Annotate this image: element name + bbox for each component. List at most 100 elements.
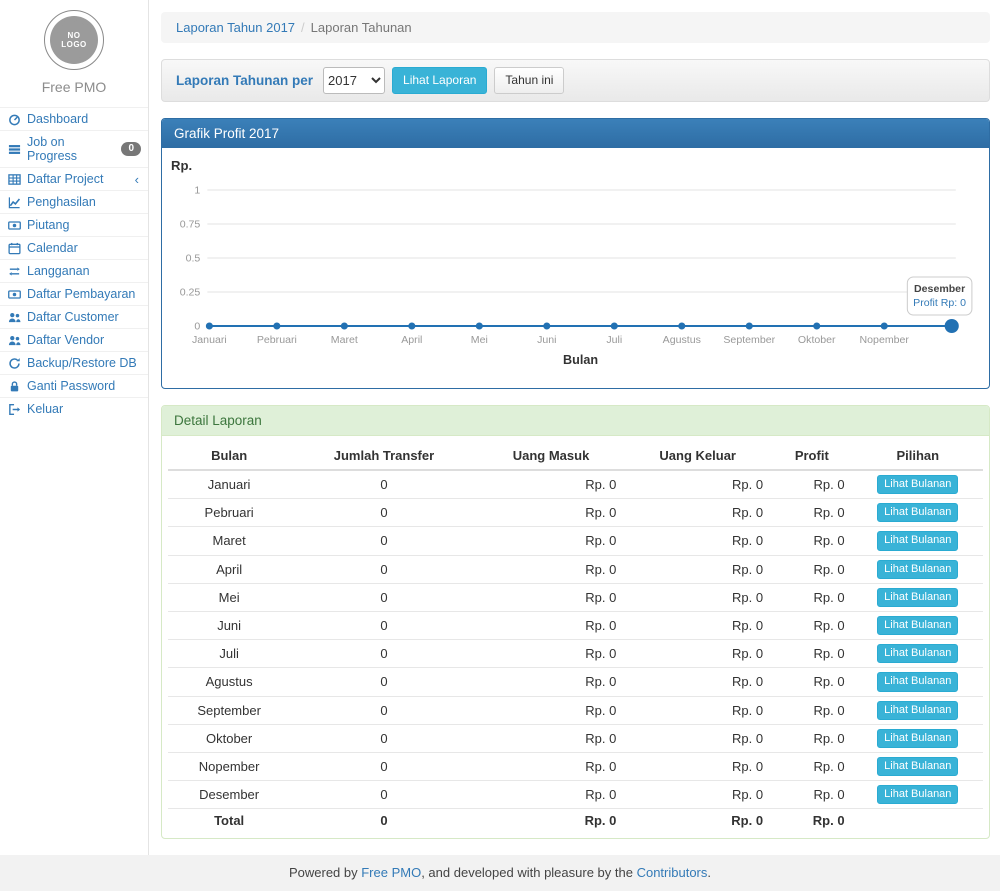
users-icon	[7, 333, 21, 347]
lock-icon	[7, 379, 21, 393]
lihat-bulanan-button[interactable]: Lihat Bulanan	[877, 560, 958, 579]
retweet-icon	[7, 264, 21, 278]
cell-uang-keluar: Rp. 0	[624, 583, 771, 611]
cell-pilihan: Lihat Bulanan	[853, 696, 983, 724]
job-count-badge: 0	[121, 142, 141, 156]
cell-jumlah-transfer: 0	[290, 527, 477, 555]
cell-pilihan: Lihat Bulanan	[853, 499, 983, 527]
cell-profit: Rp. 0	[771, 668, 853, 696]
sidebar-item-calendar[interactable]: Calendar	[0, 237, 148, 259]
cell-bulan: Desember	[168, 781, 290, 809]
lihat-bulanan-button[interactable]: Lihat Bulanan	[877, 475, 958, 494]
main-content: Laporan Tahun 2017/Laporan Tahunan Lapor…	[149, 0, 1000, 855]
cell-uang-keluar: Rp. 0	[624, 470, 771, 499]
sidebar-item-job-on-progress[interactable]: Job on Progress 0	[0, 131, 148, 167]
cell-bulan: Oktober	[168, 724, 290, 752]
brand-name: Free PMO	[0, 79, 148, 95]
sidebar-item-langganan[interactable]: Langganan	[0, 260, 148, 282]
lihat-bulanan-button[interactable]: Lihat Bulanan	[877, 785, 958, 804]
lihat-bulanan-button[interactable]: Lihat Bulanan	[877, 701, 958, 720]
sidebar-item-label: Backup/Restore DB	[27, 356, 137, 370]
svg-text:Pebruari: Pebruari	[257, 334, 297, 346]
cell-profit: Rp. 0	[771, 781, 853, 809]
line-chart-icon	[7, 195, 21, 209]
sidebar-item-label: Calendar	[27, 241, 78, 255]
table-row: Juni0Rp. 0Rp. 0Rp. 0Lihat Bulanan	[168, 611, 983, 639]
no-logo-seal: NO LOGO	[50, 16, 98, 64]
cell-jumlah-transfer: 0	[290, 470, 477, 499]
sidebar-item-daftar-vendor[interactable]: Daftar Vendor	[0, 329, 148, 351]
cell-uang-masuk: Rp. 0	[478, 470, 625, 499]
profit-chart[interactable]: Rp.10.750.50.250JanuariPebruariMaretApri…	[167, 153, 984, 383]
svg-text:Profit Rp: 0: Profit Rp: 0	[913, 297, 966, 309]
lihat-bulanan-button[interactable]: Lihat Bulanan	[877, 672, 958, 691]
cell-bulan: Total	[168, 809, 290, 833]
svg-text:Mei: Mei	[471, 334, 488, 346]
sidebar-item-label: Daftar Customer	[27, 310, 119, 324]
sidebar-item-backup-restore-db[interactable]: Backup/Restore DB	[0, 352, 148, 374]
svg-text:0: 0	[194, 321, 200, 333]
lihat-bulanan-button[interactable]: Lihat Bulanan	[877, 616, 958, 635]
table-row: Mei0Rp. 0Rp. 0Rp. 0Lihat Bulanan	[168, 583, 983, 611]
svg-text:Maret: Maret	[331, 334, 358, 346]
lihat-bulanan-button[interactable]: Lihat Bulanan	[877, 531, 958, 550]
cell-pilihan: Lihat Bulanan	[853, 470, 983, 499]
sidebar-item-daftar-project[interactable]: Daftar Project ‹	[0, 168, 148, 190]
lihat-laporan-button[interactable]: Lihat Laporan	[392, 67, 487, 93]
cell-uang-keluar: Rp. 0	[624, 668, 771, 696]
lihat-bulanan-button[interactable]: Lihat Bulanan	[877, 588, 958, 607]
cell-profit: Rp. 0	[771, 470, 853, 499]
svg-text:Agustus: Agustus	[663, 334, 701, 346]
report-table-body: Januari0Rp. 0Rp. 0Rp. 0Lihat BulananPebr…	[168, 470, 983, 832]
tahun-ini-button[interactable]: Tahun ini	[494, 67, 564, 93]
contributors-link[interactable]: Contributors	[637, 865, 708, 880]
calendar-icon	[7, 241, 21, 255]
cell-profit: Rp. 0	[771, 696, 853, 724]
cell-jumlah-transfer: 0	[290, 752, 477, 780]
sidebar-item-label: Ganti Password	[27, 379, 115, 393]
cell-jumlah-transfer: 0	[290, 640, 477, 668]
cell-profit: Rp. 0	[771, 499, 853, 527]
cell-pilihan: Lihat Bulanan	[853, 724, 983, 752]
page-footer: Powered by Free PMO, and developed with …	[0, 855, 1000, 891]
year-select[interactable]: 2017	[323, 67, 385, 94]
footer-text: , and developed with pleasure by the	[421, 865, 636, 880]
free-pmo-link[interactable]: Free PMO	[361, 865, 421, 880]
cell-bulan: Mei	[168, 583, 290, 611]
sidebar-item-dashboard[interactable]: Dashboard	[0, 108, 148, 130]
chevron-left-icon: ‹	[135, 173, 141, 186]
cell-jumlah-transfer: 0	[290, 583, 477, 611]
breadcrumb-link-laporan-tahun[interactable]: Laporan Tahun 2017	[176, 20, 295, 35]
column-header-bulan: Bulan	[168, 442, 290, 470]
svg-text:Nopember: Nopember	[860, 334, 910, 346]
cell-uang-masuk: Rp. 0	[478, 781, 625, 809]
cell-pilihan: Lihat Bulanan	[853, 781, 983, 809]
dashboard-icon	[7, 112, 21, 126]
cell-bulan: April	[168, 555, 290, 583]
sidebar-item-label: Langganan	[27, 264, 90, 278]
lihat-bulanan-button[interactable]: Lihat Bulanan	[877, 503, 958, 522]
sidebar-item-daftar-pembayaran[interactable]: Daftar Pembayaran	[0, 283, 148, 305]
sidebar-item-penghasilan[interactable]: Penghasilan	[0, 191, 148, 213]
sidebar-item-ganti-password[interactable]: Ganti Password	[0, 375, 148, 397]
table-row: Maret0Rp. 0Rp. 0Rp. 0Lihat Bulanan	[168, 527, 983, 555]
column-header-uang-masuk: Uang Masuk	[478, 442, 625, 470]
table-row: Januari0Rp. 0Rp. 0Rp. 0Lihat Bulanan	[168, 470, 983, 499]
cell-jumlah-transfer: 0	[290, 499, 477, 527]
svg-text:0.75: 0.75	[180, 219, 201, 231]
detail-panel-title: Detail Laporan	[162, 406, 989, 436]
lihat-bulanan-button[interactable]: Lihat Bulanan	[877, 729, 958, 748]
money-icon	[7, 218, 21, 232]
lihat-bulanan-button[interactable]: Lihat Bulanan	[877, 757, 958, 776]
breadcrumb-separator: /	[295, 20, 311, 35]
cell-pilihan: Lihat Bulanan	[853, 583, 983, 611]
tasks-icon	[7, 142, 21, 156]
sidebar-item-keluar[interactable]: Keluar	[0, 398, 148, 420]
svg-text:0.5: 0.5	[186, 253, 201, 265]
sidebar-item-piutang[interactable]: Piutang	[0, 214, 148, 236]
sidebar-item-daftar-customer[interactable]: Daftar Customer	[0, 306, 148, 328]
logo: NO LOGO	[44, 10, 104, 70]
cell-uang-keluar: Rp. 0	[624, 640, 771, 668]
lihat-bulanan-button[interactable]: Lihat Bulanan	[877, 644, 958, 663]
report-table: Bulan Jumlah Transfer Uang Masuk Uang Ke…	[168, 442, 983, 832]
